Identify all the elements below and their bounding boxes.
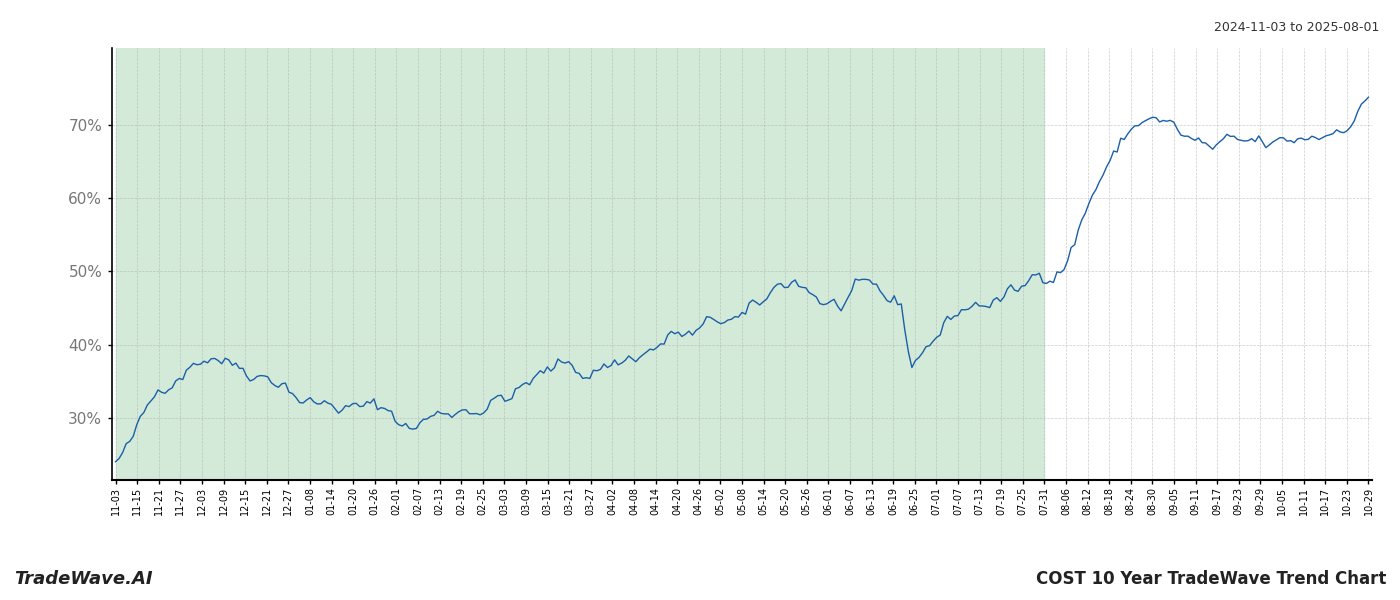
Text: TradeWave.AI: TradeWave.AI bbox=[14, 570, 153, 588]
Text: 2024-11-03 to 2025-08-01: 2024-11-03 to 2025-08-01 bbox=[1214, 21, 1379, 34]
Text: COST 10 Year TradeWave Trend Chart: COST 10 Year TradeWave Trend Chart bbox=[1036, 570, 1386, 588]
Bar bbox=[116, 48, 1044, 480]
